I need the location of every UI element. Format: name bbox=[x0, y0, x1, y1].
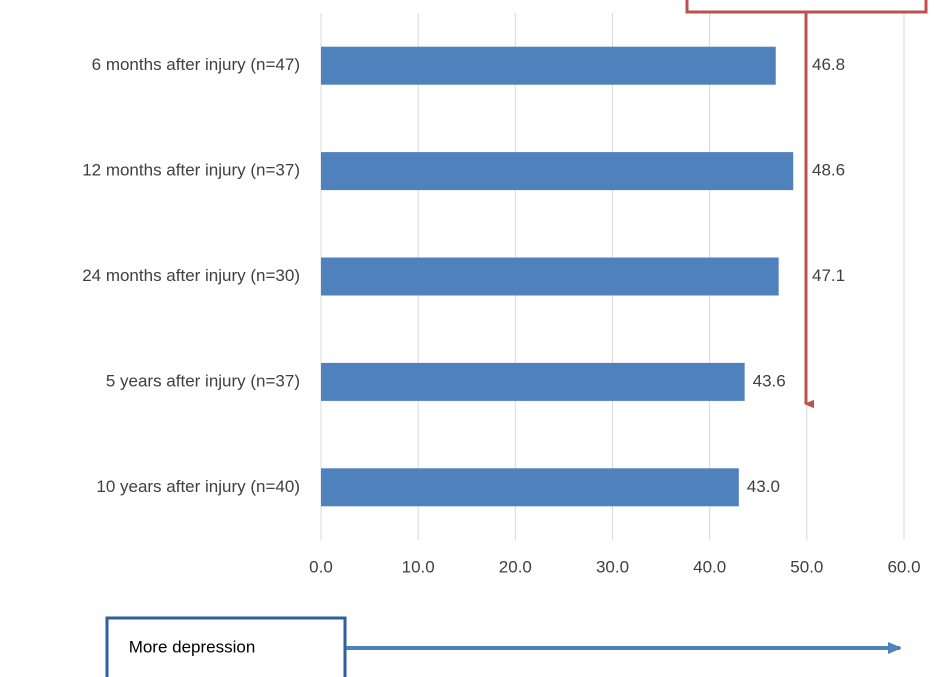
value-label: 46.8 bbox=[812, 55, 845, 74]
bars bbox=[321, 46, 794, 507]
annotation: More depression bbox=[129, 637, 256, 656]
x-tick-label: 40.0 bbox=[693, 557, 726, 576]
x-tick-label: 0.0 bbox=[309, 557, 333, 576]
bar bbox=[321, 257, 779, 296]
value-label: 43.0 bbox=[747, 477, 780, 496]
value-label: 43.6 bbox=[753, 371, 786, 390]
x-tick-label: 30.0 bbox=[596, 557, 629, 576]
x-tick-label: 10.0 bbox=[402, 557, 435, 576]
y-tick-label: 10 years after injury (n=40) bbox=[96, 477, 300, 496]
y-tick-label: 24 months after injury (n=30) bbox=[82, 266, 300, 285]
red-callout-box bbox=[685, 0, 928, 14]
x-tick-label: 20.0 bbox=[499, 557, 532, 576]
bar bbox=[321, 152, 794, 191]
bar bbox=[321, 468, 739, 507]
x-tick-label: 50.0 bbox=[790, 557, 823, 576]
y-tick-label: 6 months after injury (n=47) bbox=[92, 55, 300, 74]
bar bbox=[321, 362, 745, 401]
x-tick-label: 60.0 bbox=[887, 557, 920, 576]
y-tick-label: 5 years after injury (n=37) bbox=[106, 371, 300, 390]
value-label: 47.1 bbox=[812, 266, 845, 285]
annotation-box bbox=[105, 616, 347, 677]
bar bbox=[321, 46, 776, 85]
y-tick-label: 12 months after injury (n=37) bbox=[82, 161, 300, 180]
value-label: 48.6 bbox=[812, 161, 845, 180]
